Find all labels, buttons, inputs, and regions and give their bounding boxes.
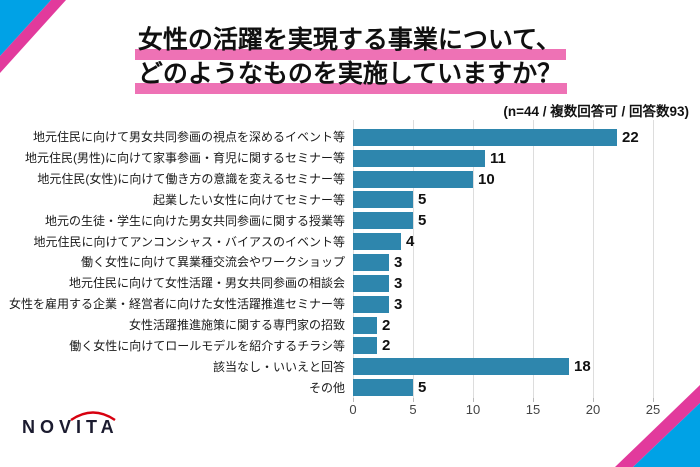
bar-value: 10	[478, 170, 495, 188]
axis-tick-label: 0	[349, 401, 357, 417]
gridline	[593, 120, 594, 398]
axis-tick-mark	[593, 397, 594, 402]
axis-tick-mark	[413, 397, 414, 402]
chart-row: 地元住民(女性)に向けて働き方の意識を変えるセミナー等 10	[0, 169, 700, 190]
bar	[353, 379, 413, 397]
bar-area: 5	[353, 212, 700, 230]
page-title: 女性の活躍を実現する事業について、 どのようなものを実施していますか？	[134, 23, 568, 94]
bar-area: 11	[353, 149, 700, 167]
chart-row: 該当なし・いいえと回答 18	[0, 356, 700, 377]
bar-area: 10	[353, 170, 700, 188]
chart-row: 働く女性に向けてロールモデルを紹介するチラシ等 2	[0, 335, 700, 356]
chart-rows: 地元住民に向けて男女共同参画の視点を深めるイベント等 22 地元住民(男性)に向けて…	[0, 127, 700, 398]
bar	[353, 295, 389, 313]
bar-chart: 地元住民に向けて男女共同参画の視点を深めるイベント等 22 地元住民(男性)に向けて…	[0, 120, 700, 420]
axis-tick-mark	[533, 397, 534, 402]
bar	[353, 358, 569, 376]
title-line-1: 女性の活躍を実現する事業について、	[134, 23, 566, 60]
bar-value: 4	[406, 233, 415, 251]
bar-area: 3	[353, 274, 700, 292]
bar-value: 18	[574, 358, 591, 376]
bar	[353, 316, 377, 334]
bar-value: 5	[418, 379, 427, 397]
bar-label: 地元住民(女性)に向けて働き方の意識を変えるセミナー等	[37, 172, 345, 187]
gridline	[653, 120, 654, 398]
bar-value: 5	[418, 191, 427, 209]
title-line-2: どのようなものを実施していますか？	[134, 57, 568, 94]
bar	[353, 128, 617, 146]
bar-area: 3	[353, 295, 700, 313]
title-highlight	[134, 49, 566, 60]
chart-row: 女性を雇用する企業・経営者に向けた女性活躍推進セミナー等 3	[0, 294, 700, 315]
bar-area: 5	[353, 191, 700, 209]
axis-tick-label: 10	[465, 401, 481, 417]
bar-area: 2	[353, 316, 700, 334]
logo-arc-icon	[70, 411, 116, 422]
chart-row: 地元住民に向けて男女共同参画の視点を深めるイベント等 22	[0, 127, 700, 148]
chart-row: 地元住民に向けて女性活躍・男女共同参画の相談会 3	[0, 273, 700, 294]
axis-tick-mark	[473, 397, 474, 402]
bar-label: 女性を雇用する企業・経営者に向けた女性活躍推進セミナー等	[8, 297, 345, 312]
corner-decoration-bottom-right	[615, 385, 700, 467]
title-highlight	[134, 83, 568, 94]
gridline	[473, 120, 474, 398]
bar-value: 5	[418, 212, 427, 230]
axis-tick-label: 20	[585, 401, 601, 417]
bar	[353, 253, 389, 271]
novita-logo: NOVITA	[22, 409, 119, 436]
bar-area: 2	[353, 337, 700, 355]
bar	[353, 233, 401, 251]
axis-tick-label: 15	[525, 401, 541, 417]
bar-label: 起業したい女性に向けてセミナー等	[152, 192, 345, 207]
bar-area: 3	[353, 253, 700, 271]
bar	[353, 191, 413, 209]
bar-label: 地元住民(男性)に向けて家事参画・育児に関するセミナー等	[25, 151, 345, 166]
chart-row: 地元住民(男性)に向けて家事参画・育児に関するセミナー等 11	[0, 148, 700, 169]
bar	[353, 337, 377, 355]
gridline	[413, 120, 414, 398]
chart-row: 起業したい女性に向けてセミナー等 5	[0, 190, 700, 211]
bar-area: 5	[353, 379, 700, 397]
bar-value: 22	[622, 128, 639, 146]
chart-row: その他 5	[0, 377, 700, 398]
axis-tick-mark	[653, 397, 654, 402]
bar-value: 3	[394, 274, 403, 292]
sample-size-note: (n=44 / 複数回答可 / 回答数93)	[503, 104, 689, 119]
bar-area: 18	[353, 358, 700, 376]
corner-decoration-top-left	[0, 0, 66, 73]
bar	[353, 170, 473, 188]
axis-tick-mark	[353, 397, 354, 402]
bar-label: 働く女性に向けて異業種交流会やワークショップ	[80, 255, 345, 270]
axis-tick-label: 25	[645, 401, 661, 417]
bar-area: 4	[353, 233, 700, 251]
x-axis: 0 5 10 15 20 25	[349, 397, 660, 420]
bar-value: 2	[382, 316, 391, 334]
bar-value: 3	[394, 295, 403, 313]
logo-text: NOVITA	[22, 417, 119, 437]
bar-label: 地元住民に向けて女性活躍・男女共同参画の相談会	[68, 276, 345, 291]
bar-label: 地元住民に向けてアンコンシャス・バイアスのイベント等	[33, 234, 345, 249]
axis-tick-label: 5	[409, 401, 417, 417]
chart-row: 地元住民に向けてアンコンシャス・バイアスのイベント等 4	[0, 231, 700, 252]
bar-value: 3	[394, 253, 403, 271]
bar-value: 11	[490, 149, 506, 167]
chart-row: 働く女性に向けて異業種交流会やワークショップ 3	[0, 252, 700, 273]
bar-label: その他	[308, 380, 345, 395]
chart-row: 女性活躍推進施策に関する専門家の招致 2	[0, 315, 700, 336]
bar-label: 地元の生徒・学生に向けた男女共同参画に関する授業等	[44, 213, 345, 228]
bar	[353, 212, 413, 230]
bar-label: 働く女性に向けてロールモデルを紹介するチラシ等	[69, 338, 345, 353]
bar	[353, 274, 389, 292]
gridline	[533, 120, 534, 398]
chart-row: 地元の生徒・学生に向けた男女共同参画に関する授業等 5	[0, 210, 700, 231]
bar-label: 女性活躍推進施策に関する専門家の招致	[128, 318, 345, 333]
bar-value: 2	[382, 337, 391, 355]
bar-label: 該当なし・いいえと回答	[212, 359, 345, 374]
bar-area: 22	[353, 128, 700, 146]
bar-label: 地元住民に向けて男女共同参画の視点を深めるイベント等	[32, 130, 345, 145]
bar	[353, 149, 485, 167]
chart-header: 女性の活躍を実現する事業について、 どのようなものを実施していますか？	[0, 23, 700, 94]
